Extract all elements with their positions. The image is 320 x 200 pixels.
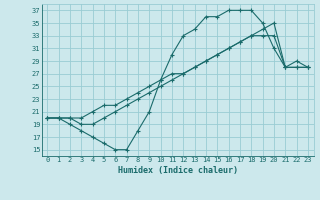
X-axis label: Humidex (Indice chaleur): Humidex (Indice chaleur) [118, 166, 237, 175]
